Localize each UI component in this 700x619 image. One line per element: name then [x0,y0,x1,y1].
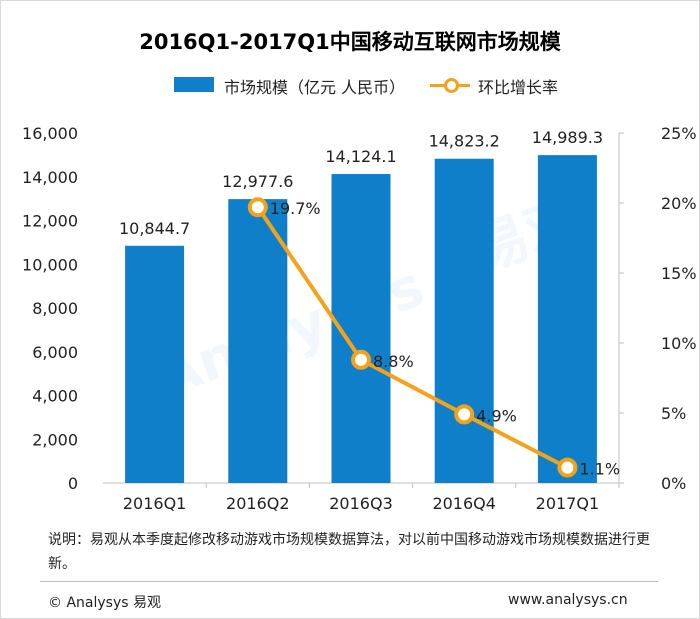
legend-bar-label: 市场规模（亿元 人民币） [224,78,406,97]
growth-rate-point [351,349,371,370]
bar-2016Q2 [228,199,288,484]
growth-rate-label: 19.7% [270,199,321,218]
chart-title: 2016Q1-2017Q1中国移动互联网市场规模 [139,30,561,54]
bar-value-label: 14,124.1 [325,147,396,166]
bar-value-label: 10,844.7 [119,219,190,238]
bar-2017Q1 [537,155,597,483]
y2-tick-label: 15% [661,264,697,283]
bar-value-label: 12,977.6 [222,172,293,191]
y-tick-label: 0 [68,474,78,493]
y-tick-label: 4,000 [32,387,78,406]
bar-value-label: 14,989.3 [532,128,603,147]
legend-bar-swatch [174,77,214,92]
x-tick-label: 2016Q4 [432,494,496,513]
legend-line-label: 环比增长率 [478,78,559,97]
y-tick-label: 10,000 [22,255,78,274]
y-tick-label: 6,000 [32,343,78,362]
x-tick-label: 2016Q3 [329,494,393,513]
legend-line-marker [444,78,459,93]
y2-tick-label: 20% [661,194,697,213]
y2-tick-label: 5% [661,404,686,423]
footer-divider [40,581,658,582]
x-tick-label: 2016Q1 [123,494,187,513]
growth-rate-label: 4.9% [476,406,517,425]
growth-rate-label: 1.1% [579,460,620,479]
x-tick-label: 2016Q2 [226,494,290,513]
y-tick-label: 14,000 [22,168,78,187]
growth-rate-point [247,197,268,218]
bar-2016Q1 [125,245,185,483]
growth-rate-point [454,404,475,425]
website-url: www.analysys.cn [508,592,628,608]
growth-rate-point [557,457,578,478]
y-tick-label: 12,000 [22,212,78,231]
growth-rate-line [256,206,569,470]
bar-2016Q4 [434,158,494,483]
y2-tick-label: 25% [661,124,697,143]
growth-rate-label: 8.8% [373,352,414,371]
legend: 市场规模（亿元 人民币） 环比增长率 [0,74,700,97]
copyright-text: © Analysys 易观 [48,595,161,611]
y2-tick-label: 10% [661,334,697,353]
y2-tick-label: 0% [661,474,686,493]
y-tick-label: 2,000 [32,430,78,449]
y-tick-label: 8,000 [32,299,78,318]
y-tick-label: 16,000 [22,124,78,143]
bar-value-label: 14,823.2 [429,132,500,151]
chart-note: 说明：易观从本季度起修改移动游戏市场规模数据算法，对以前中国移动游戏市场规模数据… [48,532,650,572]
x-tick-label: 2017Q1 [536,494,600,513]
